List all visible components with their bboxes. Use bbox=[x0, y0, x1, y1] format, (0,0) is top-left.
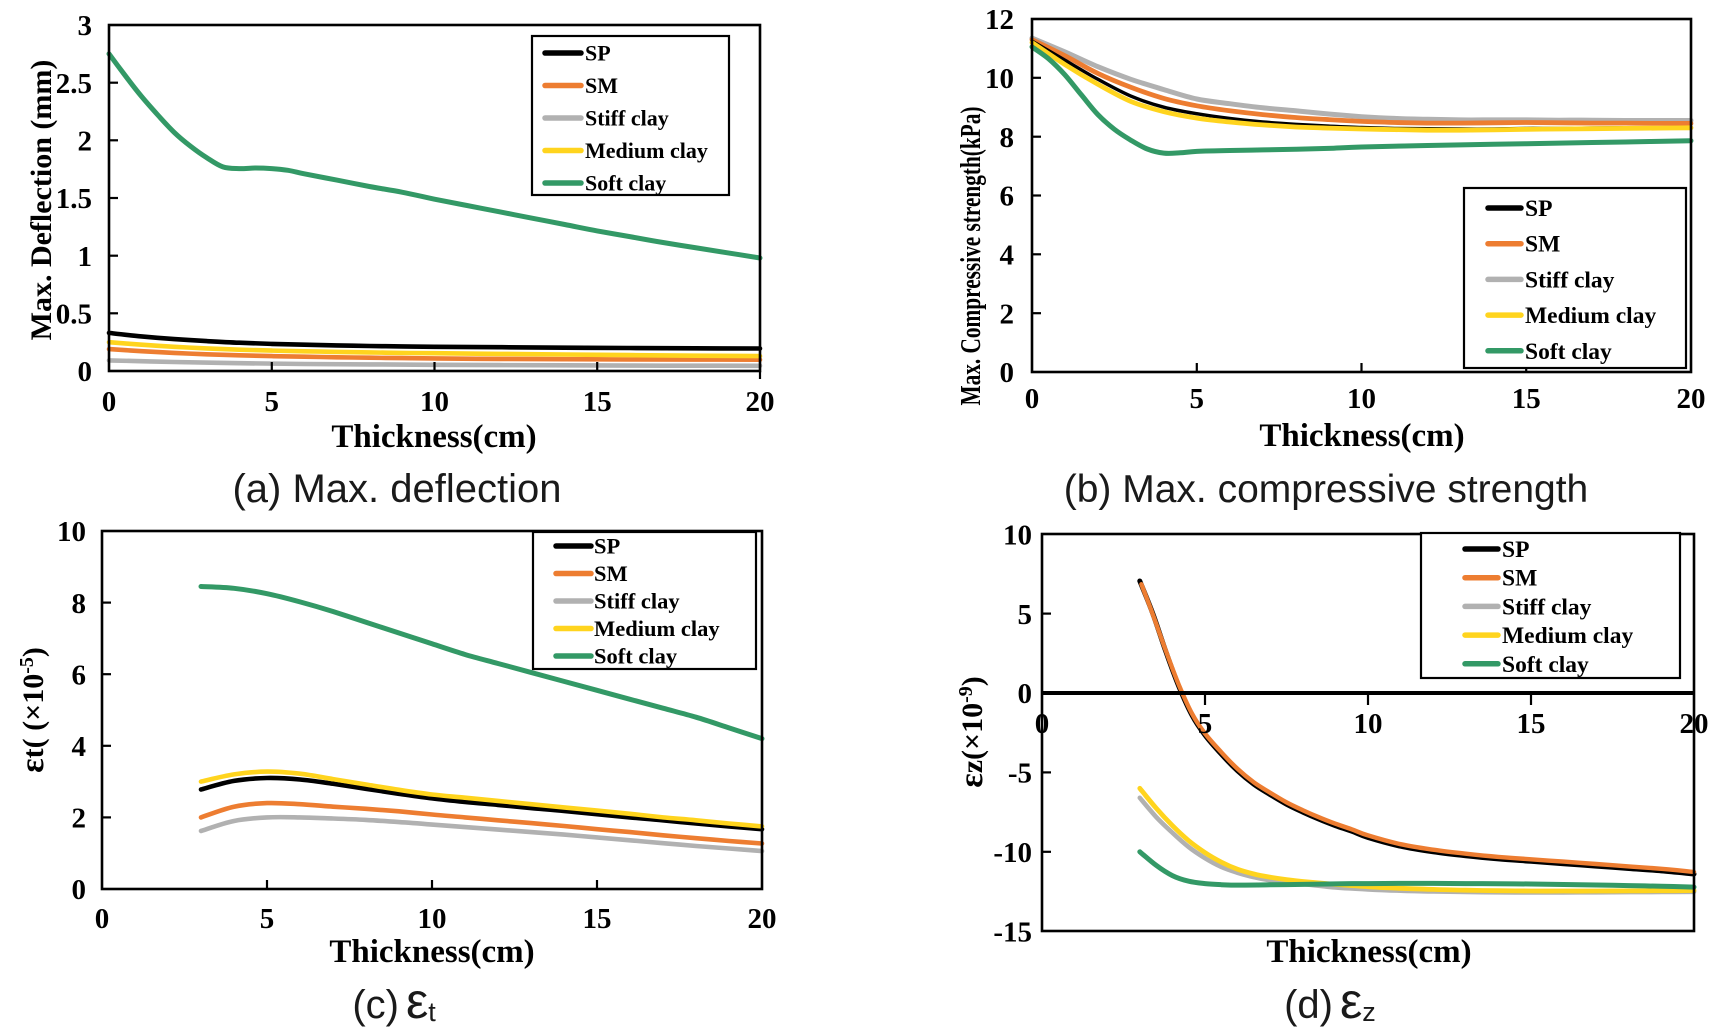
svg-text:Max. Compressive strength(kPa): Max. Compressive strength(kPa) bbox=[956, 107, 986, 406]
svg-text:0: 0 bbox=[78, 356, 93, 388]
svg-text:15: 15 bbox=[583, 386, 612, 418]
svg-text:20: 20 bbox=[748, 903, 777, 935]
svg-text:0: 0 bbox=[1025, 383, 1040, 415]
svg-text:20: 20 bbox=[1680, 708, 1709, 740]
svg-text:8: 8 bbox=[72, 588, 87, 620]
svg-text:4: 4 bbox=[72, 731, 87, 763]
svg-text:Max. Deflection (mm): Max. Deflection (mm) bbox=[25, 60, 58, 341]
svg-text:(a) Max. deflection: (a) Max. deflection bbox=[232, 467, 561, 511]
svg-text:1.5: 1.5 bbox=[56, 183, 92, 215]
svg-text:Soft clay: Soft clay bbox=[1502, 652, 1589, 678]
svg-text:-5: -5 bbox=[1008, 758, 1032, 790]
svg-text:SP: SP bbox=[585, 40, 611, 65]
svg-text:15: 15 bbox=[583, 903, 612, 935]
svg-text:10: 10 bbox=[420, 386, 449, 418]
svg-text:SP: SP bbox=[1502, 537, 1529, 563]
svg-text:Stiff clay: Stiff clay bbox=[585, 105, 669, 130]
svg-text:5: 5 bbox=[1190, 383, 1205, 415]
svg-text:Soft clay: Soft clay bbox=[585, 170, 666, 195]
svg-text:10: 10 bbox=[57, 516, 86, 548]
svg-text:1: 1 bbox=[78, 241, 93, 273]
svg-text:10: 10 bbox=[1347, 383, 1376, 415]
svg-text:10: 10 bbox=[1003, 519, 1032, 551]
svg-text:Medium clay: Medium clay bbox=[594, 616, 720, 641]
svg-text:5: 5 bbox=[265, 386, 280, 418]
svg-text:Medium clay: Medium clay bbox=[1525, 303, 1656, 329]
svg-text:εz(×10-9): εz(×10-9) bbox=[953, 676, 990, 788]
svg-text:5: 5 bbox=[1198, 708, 1213, 740]
svg-text:20: 20 bbox=[746, 386, 775, 418]
svg-text:Stiff clay: Stiff clay bbox=[1502, 594, 1592, 620]
svg-text:-10: -10 bbox=[993, 837, 1032, 869]
svg-text:20: 20 bbox=[1677, 383, 1706, 415]
svg-text:15: 15 bbox=[1517, 708, 1546, 740]
svg-text:6: 6 bbox=[72, 659, 87, 691]
svg-text:10: 10 bbox=[418, 903, 447, 935]
svg-text:4: 4 bbox=[1000, 239, 1015, 271]
svg-text:Soft clay: Soft clay bbox=[594, 644, 678, 669]
svg-text:2.5: 2.5 bbox=[56, 68, 92, 100]
svg-text:SP: SP bbox=[594, 534, 621, 559]
svg-text:3: 3 bbox=[78, 10, 93, 42]
svg-text:15: 15 bbox=[1512, 383, 1541, 415]
svg-text:2: 2 bbox=[72, 803, 87, 835]
svg-text:(c)εt: (c) εt bbox=[352, 973, 436, 1029]
svg-text:0: 0 bbox=[1035, 708, 1050, 740]
svg-text:Thickness(cm): Thickness(cm) bbox=[331, 419, 536, 455]
svg-text:0.5: 0.5 bbox=[56, 298, 92, 330]
svg-text:SM: SM bbox=[585, 73, 618, 98]
svg-text:Thickness(cm): Thickness(cm) bbox=[329, 934, 534, 970]
svg-text:0: 0 bbox=[1018, 678, 1033, 710]
svg-text:Stiff clay: Stiff clay bbox=[594, 589, 680, 614]
svg-text:Soft clay: Soft clay bbox=[1525, 339, 1612, 365]
svg-text:6: 6 bbox=[1000, 181, 1015, 213]
svg-text:SM: SM bbox=[1525, 232, 1560, 258]
svg-text:Stiff clay: Stiff clay bbox=[1525, 267, 1615, 293]
svg-text:Medium clay: Medium clay bbox=[1502, 623, 1633, 649]
svg-text:Thickness(cm): Thickness(cm) bbox=[1259, 418, 1464, 454]
svg-text:Thickness(cm): Thickness(cm) bbox=[1266, 934, 1471, 970]
svg-text:SM: SM bbox=[1502, 566, 1537, 592]
svg-text:Medium clay: Medium clay bbox=[585, 138, 708, 163]
svg-text:10: 10 bbox=[985, 63, 1014, 95]
svg-text:5: 5 bbox=[1018, 599, 1033, 631]
svg-text:12: 12 bbox=[985, 4, 1014, 36]
svg-text:εt( (×10-5): εt( (×10-5) bbox=[14, 647, 51, 773]
svg-text:5: 5 bbox=[260, 903, 275, 935]
svg-text:(b) Max. compressive strength: (b) Max. compressive strength bbox=[1064, 468, 1589, 511]
svg-text:8: 8 bbox=[1000, 122, 1015, 154]
svg-text:0: 0 bbox=[72, 874, 87, 906]
svg-text:-15: -15 bbox=[993, 916, 1032, 948]
svg-text:2: 2 bbox=[78, 125, 93, 157]
svg-text:2: 2 bbox=[1000, 298, 1015, 330]
svg-text:0: 0 bbox=[95, 903, 110, 935]
svg-text:0: 0 bbox=[1000, 357, 1015, 389]
svg-text:SP: SP bbox=[1525, 196, 1552, 222]
svg-text:0: 0 bbox=[102, 386, 117, 418]
svg-text:10: 10 bbox=[1354, 708, 1383, 740]
svg-text:(d)εz: (d) εz bbox=[1284, 973, 1376, 1029]
svg-text:SM: SM bbox=[594, 561, 628, 586]
